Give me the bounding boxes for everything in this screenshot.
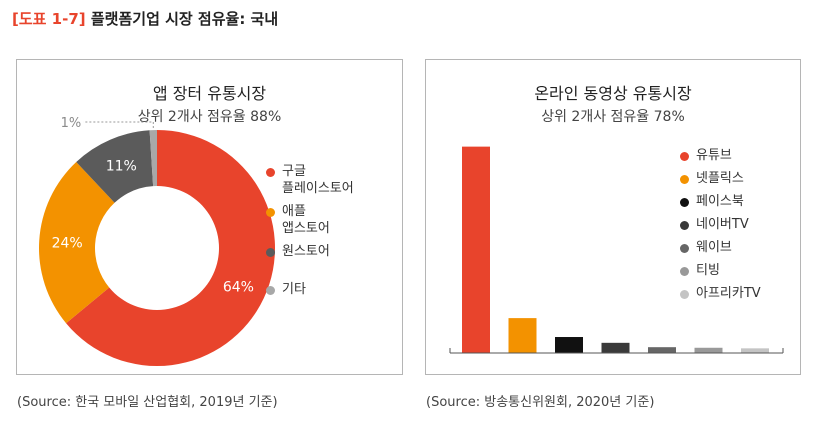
bar-item-3 [555,337,583,353]
legend-item-item-7: 아프리카TV [680,285,761,302]
legend-label: 아프리카TV [696,286,761,301]
donut-slice-item-1 [66,130,275,366]
app-store-title: 앱 장터 유통시장 [152,84,267,103]
figure-tag: [도표 1-7] [12,10,86,28]
legend-swatch [680,221,689,230]
legend-label: 네이버TV [696,217,749,232]
video-subtitle: 상위 2개사 점유율 78% [541,109,685,125]
legend-swatch [266,248,275,257]
legend-item-item-1: 유튜브 [680,147,761,164]
bar-item-1 [462,146,490,353]
legend-swatch [266,208,275,217]
legend-item-item-5: 웨이브 [680,239,761,256]
bar-item-4 [601,342,630,353]
donut-label-item-3: 11% [106,158,137,174]
legend-item-item-3: 페이스북 [680,193,761,210]
legend-label: 페이스북 [696,194,744,209]
bar-item-5 [648,347,676,353]
legend-label-line-2: 플레이스토어 [282,181,354,196]
bar-item-6 [694,347,723,353]
video-source: (Source: 방송통신위원회, 2020년 기준) [426,395,655,410]
video-bar-chart [449,146,784,354]
legend-swatch [266,286,275,295]
legend-label: 유튜브 [696,148,732,163]
legend-swatch [266,168,275,177]
donut-slice-item-2 [39,161,115,324]
legend-item-item-6: 티빙 [680,262,761,279]
legend-swatch [680,175,689,184]
donut-slice-item-4 [149,130,157,187]
legend-label-line-1: 구글 [282,164,306,179]
legend-swatch [680,267,689,276]
figure-title: 플랫폼기업 시장 점유율: 국내 [90,10,279,28]
legend-label: 웨이브 [696,240,732,255]
legend-swatch [680,290,689,299]
bar-item-2 [508,318,537,353]
legend-item-item-4: 네이버TV [680,216,761,233]
app-store-source: (Source: 한국 모바일 산업협회, 2019년 기준) [17,395,278,410]
legend-label-line-1: 기타 [282,282,306,297]
donut-label-item-4: 1% [61,116,82,131]
video-title: 온라인 동영상 유통시장 [534,84,692,103]
page-title: [도표 1-7] 플랫폼기업 시장 점유율: 국내 [12,8,278,29]
legend-swatch [680,152,689,161]
legend-swatch [680,244,689,253]
donut-label-item-2: 24% [52,235,83,251]
legend-label: 넷플릭스 [696,171,744,186]
app-store-donut-chart: 64% 24% 11% 1% [39,116,275,366]
donut-label-item-1: 64% [223,279,254,295]
legend-swatch [680,198,689,207]
app-store-subtitle: 상위 2개사 점유율 88% [137,109,282,125]
donut-leader-line-item-4 [83,121,154,129]
legend-label-line-1: 애플 [282,204,306,219]
legend-label: 티빙 [696,263,720,278]
bar-item-7 [741,348,769,353]
legend-label-line-2: 앱스토어 [282,221,330,236]
legend-item-item-4: 기타 [266,281,354,298]
legend-item-item-3: 원스토어 [266,243,354,260]
legend-item-item-2: 넷플릭스 [680,170,761,187]
donut-slice-item-3 [76,130,154,203]
legend-label-line-1: 원스토어 [282,244,330,259]
